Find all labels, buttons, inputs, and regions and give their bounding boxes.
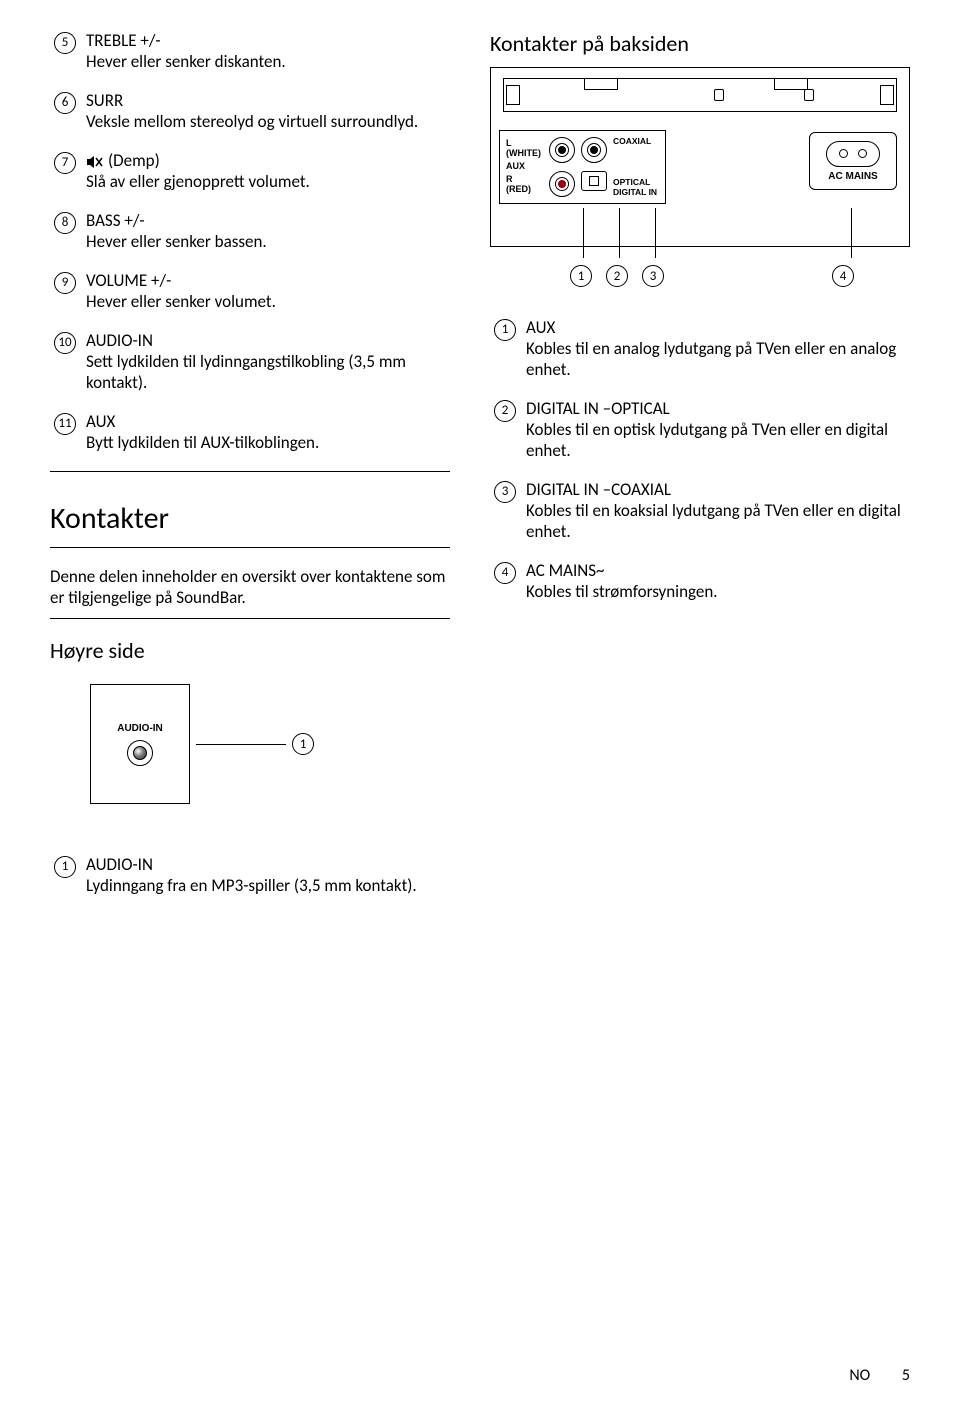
item-number: 11 — [54, 413, 76, 435]
list-item: 1 AUX Kobles til en analog lydutgang på … — [490, 317, 910, 380]
list-item: 4 AC MAINS~ Kobles til strømforsyningen. — [490, 560, 910, 602]
audio-in-diagram: AUDIO-IN — [90, 684, 190, 804]
list-item: 7 (Demp) Slå av eller gjenopprett volume… — [50, 150, 450, 192]
mute-icon — [86, 155, 104, 169]
callout-number: 1 — [292, 733, 314, 755]
item-number: 9 — [54, 272, 76, 294]
item-desc: Kobles til en koaksial lydutgang på TVen… — [526, 500, 910, 542]
item-title: AUDIO-IN — [86, 854, 450, 875]
connector-row: L (WHITE) AUX R (RED) COAXIAL — [499, 130, 901, 204]
item-number: 2 — [494, 400, 516, 422]
footer-page: 5 — [902, 1366, 910, 1385]
item-desc: Slå av eller gjenopprett volumet. — [86, 171, 450, 192]
item-title: VOLUME +/- — [86, 270, 450, 291]
list-item: 3 DIGITAL IN –COAXIAL Kobles til en koak… — [490, 479, 910, 542]
list-item: 5 TREBLE +/- Hever eller senker diskante… — [50, 30, 450, 72]
optical-icon — [581, 171, 607, 191]
item-desc: Hever eller senker volumet. — [86, 291, 450, 312]
audio-in-label: AUDIO-IN — [117, 723, 163, 734]
item-title: TREBLE +/- — [86, 30, 450, 51]
item-desc: Lydinngang fra en MP3-spiller (3,5 mm ko… — [86, 875, 450, 896]
item-title: DIGITAL IN –OPTICAL — [526, 398, 910, 419]
item-number: 6 — [54, 92, 76, 114]
item-title-text: (Demp) — [108, 150, 160, 171]
divider — [50, 547, 450, 548]
left-column: 5 TREBLE +/- Hever eller senker diskante… — [50, 30, 450, 914]
item-number: 7 — [54, 152, 76, 174]
page-footer: NO 5 — [849, 1366, 910, 1385]
ac-socket-icon — [826, 141, 880, 167]
divider — [50, 471, 450, 472]
callout-number: 3 — [642, 265, 664, 287]
item-number: 3 — [494, 481, 516, 503]
item-title: DIGITAL IN –COAXIAL — [526, 479, 910, 500]
rca-red-icon — [549, 171, 575, 197]
item-title: (Demp) — [86, 150, 450, 171]
footer-lang: NO — [849, 1366, 870, 1385]
ac-mains-box: AC MAINS — [809, 132, 897, 190]
rca-white-icon — [549, 137, 575, 163]
subsection-heading: Kontakter på baksiden — [490, 30, 910, 57]
list-item: 9 VOLUME +/- Hever eller senker volumet. — [50, 270, 450, 312]
label-ac-mains: AC MAINS — [828, 171, 877, 182]
connector-group-left: L (WHITE) AUX R (RED) COAXIAL — [499, 130, 666, 204]
audio-in-diagram-row: AUDIO-IN 1 — [50, 674, 450, 814]
list-item: 8 BASS +/- Hever eller senker bassen. — [50, 210, 450, 252]
section-description: Denne delen inneholder en oversikt over … — [50, 566, 450, 608]
list-item: 11 AUX Bytt lydkilden til AUX-tilkobling… — [50, 411, 450, 453]
right-column: Kontakter på baksiden L (WHITE) AUX R (R… — [490, 30, 910, 914]
item-number: 4 — [494, 562, 516, 584]
list-item: 10 AUDIO-IN Sett lydkilden til lydinngan… — [50, 330, 450, 393]
back-panel-diagram: L (WHITE) AUX R (RED) COAXIAL — [490, 67, 910, 247]
label-digital-in: DIGITAL IN — [613, 188, 657, 197]
divider — [50, 618, 450, 619]
section-heading: Kontakter — [50, 500, 450, 537]
page-columns: 5 TREBLE +/- Hever eller senker diskante… — [50, 30, 910, 914]
item-number: 8 — [54, 212, 76, 234]
item-desc: Bytt lydkilden til AUX-tilkoblingen. — [86, 432, 450, 453]
item-desc: Kobles til en optisk lydutgang på TVen e… — [526, 419, 910, 461]
item-desc: Sett lydkilden til lydinngangstilkobling… — [86, 351, 450, 393]
callout-number: 4 — [832, 265, 854, 287]
item-number: 10 — [54, 332, 76, 354]
callout-row: 1 2 3 4 — [570, 265, 910, 287]
lead-line — [196, 744, 286, 745]
item-number: 1 — [494, 319, 516, 341]
label-coaxial: COAXIAL — [613, 137, 657, 146]
list-item: 1 AUDIO-IN Lydinngang fra en MP3-spiller… — [50, 854, 450, 896]
label-l-white: L (WHITE) — [506, 139, 541, 159]
item-desc: Kobles til strømforsyningen. — [526, 581, 910, 602]
item-title: BASS +/- — [86, 210, 450, 231]
item-title: AUX — [526, 317, 910, 338]
list-item: 2 DIGITAL IN –OPTICAL Kobles til en opti… — [490, 398, 910, 461]
item-title: SURR — [86, 90, 450, 111]
rca-coaxial-icon — [581, 137, 607, 163]
item-title: AUX — [86, 411, 450, 432]
item-title: AC MAINS~ — [526, 560, 910, 581]
jack-icon — [127, 740, 153, 766]
item-number: 5 — [54, 32, 76, 54]
item-desc: Kobles til en analog lydutgang på TVen e… — [526, 338, 910, 380]
label-aux: AUX — [506, 162, 541, 172]
item-desc: Hever eller senker diskanten. — [86, 51, 450, 72]
callout-number: 1 — [570, 265, 592, 287]
label-r-red: R (RED) — [506, 175, 541, 195]
soundbar-outline — [503, 78, 897, 112]
list-item: 6 SURR Veksle mellom stereolyd og virtue… — [50, 90, 450, 132]
callout-number: 2 — [606, 265, 628, 287]
item-desc: Veksle mellom stereolyd og virtuell surr… — [86, 111, 450, 132]
item-number: 1 — [54, 856, 76, 878]
item-desc: Hever eller senker bassen. — [86, 231, 450, 252]
item-title: AUDIO-IN — [86, 330, 450, 351]
subsection-heading: Høyre side — [50, 637, 450, 664]
